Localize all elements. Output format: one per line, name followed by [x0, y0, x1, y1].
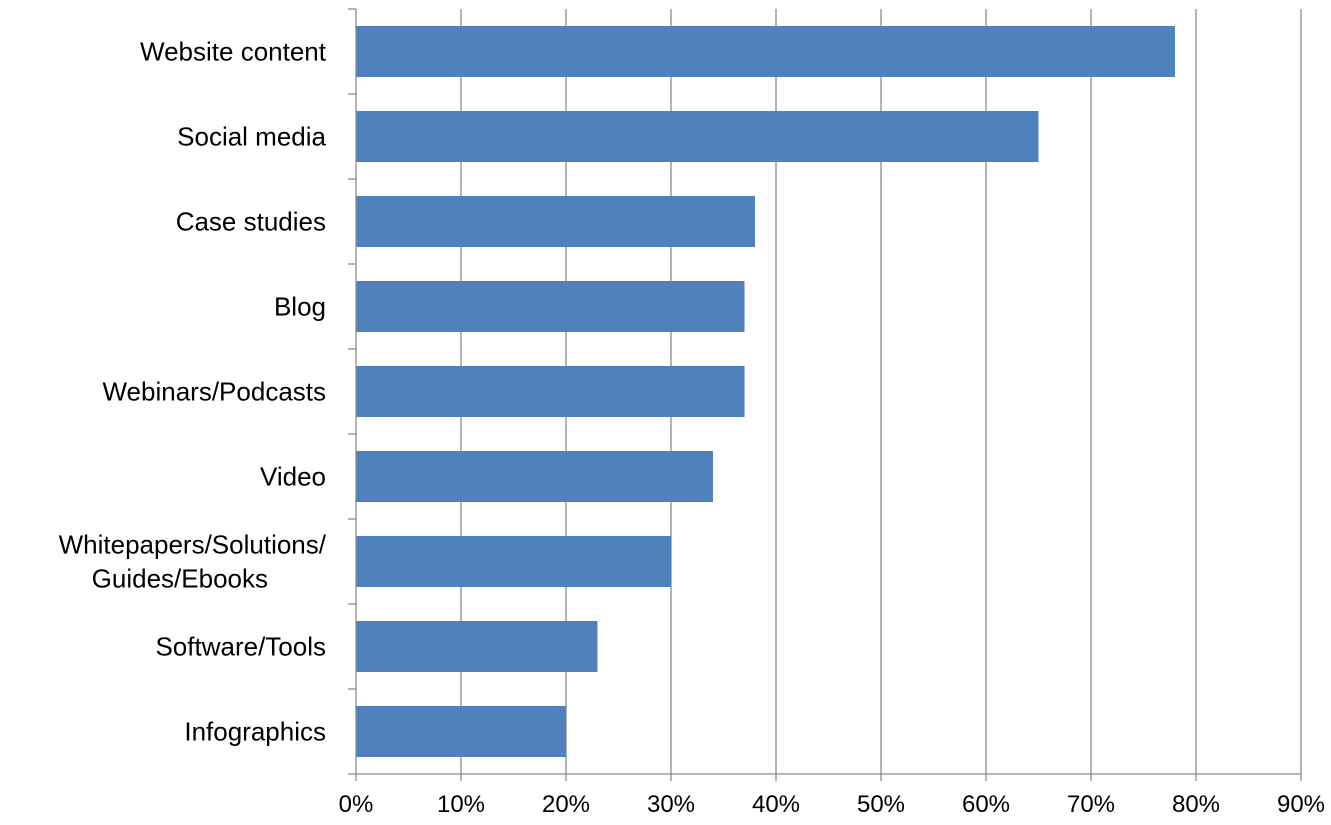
category-label-3: Blog [274, 292, 326, 322]
bar-0 [356, 26, 1175, 77]
bar-7 [356, 621, 598, 672]
x-tick-label-50: 50% [857, 791, 905, 818]
axes [348, 8, 1302, 781]
x-tick-label-90: 90% [1277, 791, 1325, 818]
bar-1 [356, 111, 1039, 162]
category-label-6: Whitepapers/Solutions/Guides/Ebooks [59, 530, 327, 594]
x-tick-label-10: 10% [437, 791, 485, 818]
bar-8 [356, 706, 566, 757]
bars [356, 26, 1175, 757]
bar-2 [356, 196, 755, 247]
category-label-7: Software/Tools [155, 632, 326, 662]
x-tick-label-60: 60% [962, 791, 1010, 818]
x-tick-label-30: 30% [647, 791, 695, 818]
bar-4 [356, 366, 745, 417]
category-label-8: Infographics [184, 717, 326, 747]
x-tick-label-0: 0% [339, 791, 374, 818]
category-label-4: Webinars/Podcasts [102, 377, 326, 407]
bar-5 [356, 451, 713, 502]
x-tick-label-80: 80% [1172, 791, 1220, 818]
category-label-0: Website content [140, 37, 327, 67]
category-label-1: Social media [177, 122, 326, 152]
category-label-5: Video [260, 462, 326, 492]
category-labels: Website content Social media Case studies B… [59, 37, 327, 747]
x-tick-label-20: 20% [542, 791, 590, 818]
x-tick-label-70: 70% [1067, 791, 1115, 818]
x-tick-label-40: 40% [752, 791, 800, 818]
bar-3 [356, 281, 745, 332]
tick-labels: 0% 10% 20% 30% 40% 50% 60% 70% 80% 90% [339, 791, 1325, 818]
category-label-2: Case studies [176, 207, 326, 237]
bar-6 [356, 536, 671, 587]
